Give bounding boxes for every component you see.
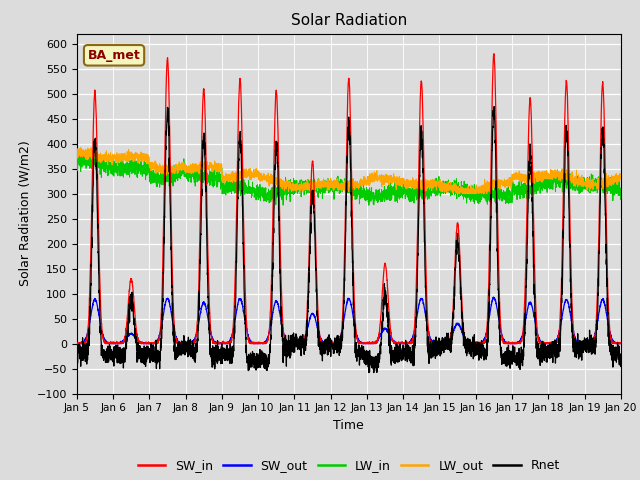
X-axis label: Time: Time: [333, 419, 364, 432]
Text: BA_met: BA_met: [88, 49, 140, 62]
Legend: SW_in, SW_out, LW_in, LW_out, Rnet: SW_in, SW_out, LW_in, LW_out, Rnet: [132, 455, 565, 477]
Title: Solar Radiation: Solar Radiation: [291, 13, 407, 28]
Y-axis label: Solar Radiation (W/m2): Solar Radiation (W/m2): [18, 141, 31, 287]
